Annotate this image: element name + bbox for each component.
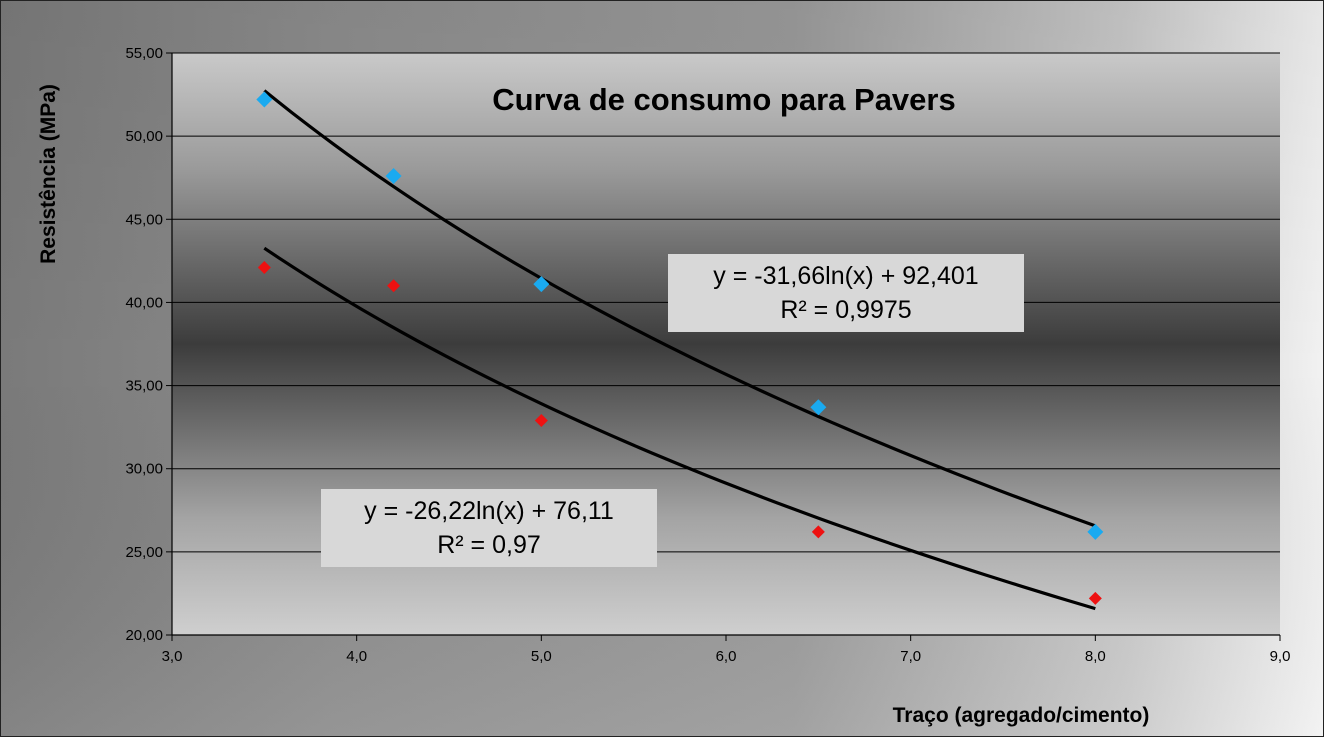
x-tick-label: 7,0: [900, 648, 921, 665]
axes: [171, 53, 1280, 636]
data-point-series-2: [1088, 591, 1102, 605]
equation-box-background: [321, 489, 657, 567]
equation-box-series-2: y = -26,22ln(x) + 76,11 R² = 0,97: [321, 489, 657, 567]
y-tick-label: 50,00: [125, 128, 163, 145]
x-tick-label: 9,0: [1270, 648, 1291, 665]
trendline-series-2: [263, 246, 1096, 611]
r-squared-text: R² = 0,97: [437, 531, 541, 559]
data-point-series-2: [257, 261, 271, 275]
data-point-series-1: [533, 276, 550, 293]
x-tick-labels: 3,0 4,0 5,0 6,0 7,0 8,0 9,0: [162, 648, 1291, 665]
equation-box-series-1: y = -31,66ln(x) + 92,401 R² = 0,9975: [668, 254, 1024, 332]
x-tick-label: 3,0: [162, 648, 183, 665]
x-axis-title: Traço (agregado/cimento): [893, 704, 1150, 727]
equation-text: y = -31,66ln(x) + 92,401: [713, 262, 978, 290]
y-tick-labels: 20,00 25,00 30,00 35,00 40,00 45,00 50,00 55,00: [125, 45, 163, 644]
x-tick-label: 5,0: [531, 648, 552, 665]
equation-box-background: [668, 254, 1024, 332]
data-point-series-2: [387, 279, 401, 293]
y-tick-label: 35,00: [125, 378, 163, 395]
y-tick-label: 55,00: [125, 45, 163, 62]
trendlines: [263, 89, 1096, 611]
data-point-series-2: [534, 413, 548, 427]
y-tick-label: 45,00: [125, 211, 163, 228]
data-point-series-1: [810, 399, 827, 416]
data-markers: [256, 91, 1104, 605]
y-axis-title: Resistência (MPa): [37, 84, 60, 264]
data-point-series-1: [385, 168, 402, 185]
y-tick-label: 20,00: [125, 627, 163, 644]
chart-title: Curva de consumo para Pavers: [492, 82, 955, 117]
data-point-series-2: [811, 525, 825, 539]
y-tick-label: 40,00: [125, 294, 163, 311]
r-squared-text: R² = 0,9975: [780, 296, 911, 324]
equation-text: y = -26,22ln(x) + 76,11: [364, 497, 614, 525]
trendline-series-1: [263, 89, 1096, 528]
grid-lines: [166, 52, 1281, 641]
y-tick-label: 30,00: [125, 461, 163, 478]
x-tick-label: 6,0: [716, 648, 737, 665]
y-tick-label: 25,00: [125, 544, 163, 561]
x-tick-label: 4,0: [346, 648, 367, 665]
data-point-series-1: [1087, 523, 1104, 540]
data-point-series-1: [256, 91, 273, 108]
x-tick-label: 8,0: [1085, 648, 1106, 665]
